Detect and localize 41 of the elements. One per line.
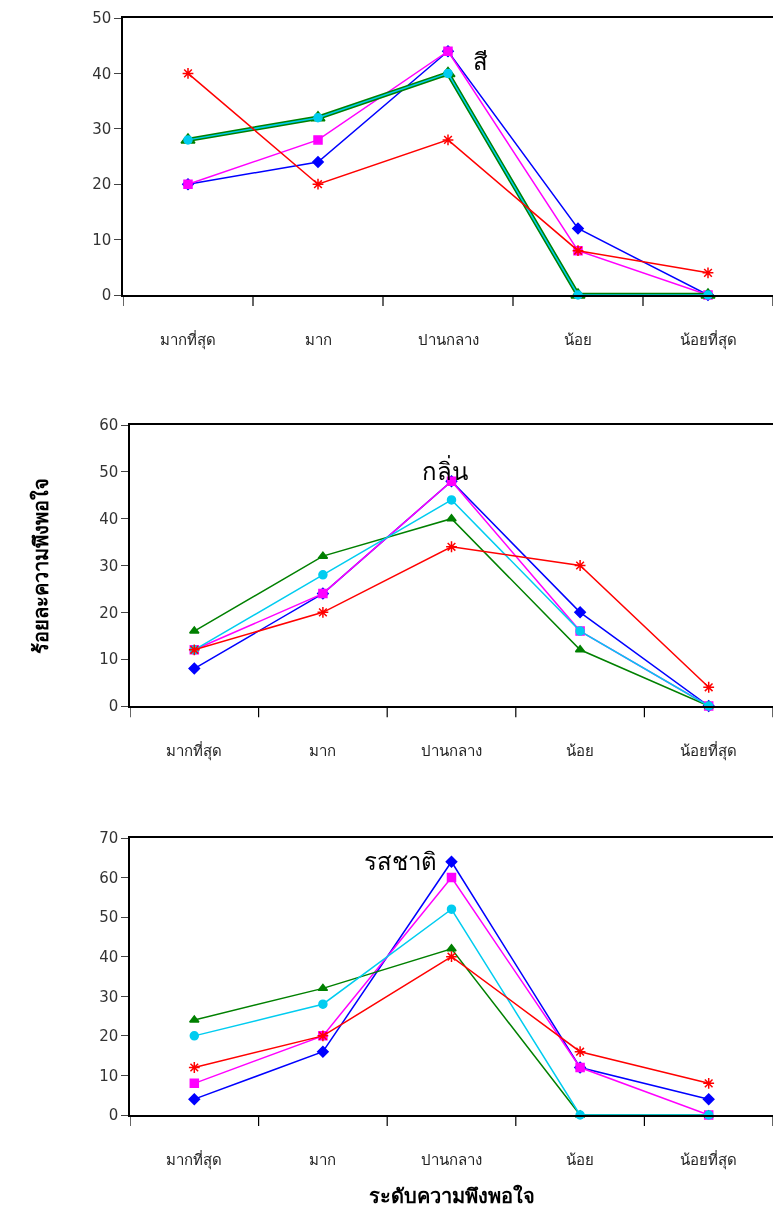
y-tick-label: 60 [99, 416, 119, 435]
y-tick-label: 10 [99, 650, 119, 669]
x-tick-label: มาก [304, 330, 332, 349]
x-tick-label: ปานกลาง [421, 1150, 482, 1169]
y-tick-label: 60 [99, 868, 119, 887]
x-tick-label: มากที่สุด [166, 1148, 223, 1170]
y-tick-label: 40 [99, 509, 119, 528]
y-tick-label: 20 [92, 175, 112, 194]
x-tick-label: มากที่สุด [166, 739, 223, 761]
text: รสชาติ [364, 848, 437, 876]
x-tick-label: น้อย [566, 1150, 595, 1169]
y-tick-label: 30 [99, 987, 119, 1006]
y-tick-label: 20 [99, 603, 119, 622]
text: กลิ่น [422, 455, 468, 486]
y-tick-label: 0 [108, 1106, 119, 1125]
y-tick-label: 50 [99, 908, 119, 927]
y-tick-label: 50 [99, 463, 119, 482]
x-axis-title: ระดับความพึงพอใจ [368, 1183, 535, 1208]
x-tick-label: มากที่สุด [160, 328, 216, 350]
y-tick-label: 0 [101, 286, 112, 305]
y-tick-label: 0 [108, 697, 119, 716]
x-tick-label: ปานกลาง [421, 741, 482, 760]
y-tick-label: 50 [92, 9, 112, 28]
y-tick-label: 40 [99, 947, 119, 966]
y-tick-label: 20 [99, 1027, 119, 1046]
y-axis-title: ร้อยละความพึงพอใจ [29, 477, 54, 654]
y-tick-label: 30 [99, 556, 119, 575]
x-tick-label: น้อย [564, 330, 592, 349]
y-tick-label: 10 [92, 230, 112, 249]
x-tick-label: ปานกลาง [417, 330, 479, 349]
y-tick-label: 30 [92, 120, 112, 139]
x-tick-label: มาก [309, 1150, 337, 1169]
y-tick-label: 70 [99, 829, 119, 848]
x-tick-label: น้อย [566, 741, 595, 760]
y-tick-label: 40 [92, 64, 112, 83]
x-tick-label: น้อยที่สุด [680, 739, 738, 761]
x-tick-label: น้อยที่สุด [680, 1148, 738, 1170]
text: สี [473, 48, 488, 76]
x-tick-label: มาก [309, 741, 337, 760]
y-tick-label: 10 [99, 1066, 119, 1085]
x-tick-label: น้อยที่สุด [679, 328, 737, 350]
